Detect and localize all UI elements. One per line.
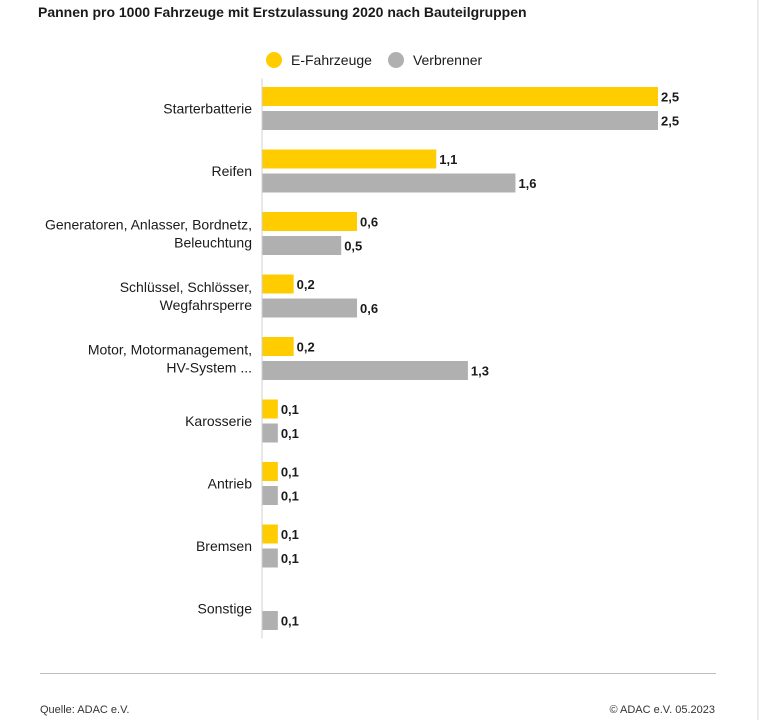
legend-label-e-fahrzeuge: E-Fahrzeuge: [291, 52, 372, 68]
category-label: Bremsen: [196, 538, 252, 554]
legend-swatch-verbrenner: [387, 52, 404, 68]
bar-e-fahrzeuge: [262, 212, 358, 231]
category-label: Beleuchtung: [174, 235, 252, 251]
data-label: 2,5: [661, 114, 679, 129]
bar-chart: Starterbatterie 2,5 2,5 Reifen 1,1 1,6 Generat…: [45, 78, 679, 639]
bar-e-fahrzeuge: [262, 337, 294, 356]
data-label: 1,1: [439, 152, 457, 167]
footer-divider: [40, 673, 716, 674]
category-label: Generatoren, Anlasser, Bordnetz,: [45, 217, 252, 233]
bar-e-fahrzeuge: [262, 399, 278, 419]
legend-label-verbrenner: Verbrenner: [412, 52, 483, 68]
data-label: 0,1: [281, 527, 299, 542]
bar-verbrenner: [262, 236, 342, 255]
bar-e-fahrzeuge: [262, 87, 658, 106]
data-label: 0,1: [281, 489, 299, 504]
category-label: Wegfahrsperre: [160, 297, 253, 313]
bar-verbrenner: [262, 611, 278, 630]
legend-swatch-e-fahrzeuge: [266, 52, 282, 68]
data-label: 0,1: [281, 614, 299, 629]
bar-verbrenner: [262, 111, 658, 130]
category-label: Karosserie: [185, 413, 252, 429]
bar-e-fahrzeuge: [262, 274, 294, 294]
data-label: 1,6: [518, 176, 536, 191]
data-label: 0,6: [360, 215, 378, 230]
category-label: Motor, Motormanagement,: [88, 342, 252, 358]
chart-title: Pannen pro 1000 Fahrzeuge mit Erstzulass…: [38, 4, 527, 20]
data-label: 0,1: [281, 465, 299, 480]
data-label: 0,2: [297, 277, 315, 292]
page-right-edge: [757, 0, 759, 720]
data-label: 0,1: [281, 402, 299, 417]
data-label: 0,2: [297, 340, 315, 355]
bar-verbrenner: [262, 173, 516, 193]
data-label: 0,1: [281, 551, 299, 566]
chart-legend: E-Fahrzeuge Verbrenner: [266, 52, 498, 68]
category-label: Schlüssel, Schlösser,: [120, 279, 252, 295]
legend-item-e-fahrzeuge: E-Fahrzeuge: [266, 52, 372, 68]
bar-verbrenner: [262, 423, 278, 443]
bar-e-fahrzeuge: [262, 462, 278, 481]
bar-verbrenner: [262, 361, 468, 380]
bar-verbrenner: [262, 298, 358, 318]
data-label: 2,5: [661, 90, 679, 105]
bar-e-fahrzeuge: [262, 149, 437, 169]
bar-verbrenner: [262, 486, 278, 505]
data-label: 0,6: [360, 301, 378, 316]
data-label: 0,1: [281, 426, 299, 441]
data-label: 1,3: [471, 364, 489, 379]
category-label: Starterbatterie: [163, 101, 252, 117]
category-label: Reifen: [212, 163, 252, 179]
data-label: 0,5: [344, 239, 362, 254]
bar-e-fahrzeuge: [262, 524, 278, 544]
bar-verbrenner: [262, 548, 278, 568]
legend-item-verbrenner: Verbrenner: [387, 52, 483, 68]
category-label: Sonstige: [198, 601, 253, 617]
category-label: HV-System ...: [166, 360, 252, 376]
copyright-note: © ADAC e.V. 05.2023: [609, 704, 715, 716]
source-note: Quelle: ADAC e.V.: [40, 704, 130, 716]
category-label: Antrieb: [208, 476, 253, 492]
